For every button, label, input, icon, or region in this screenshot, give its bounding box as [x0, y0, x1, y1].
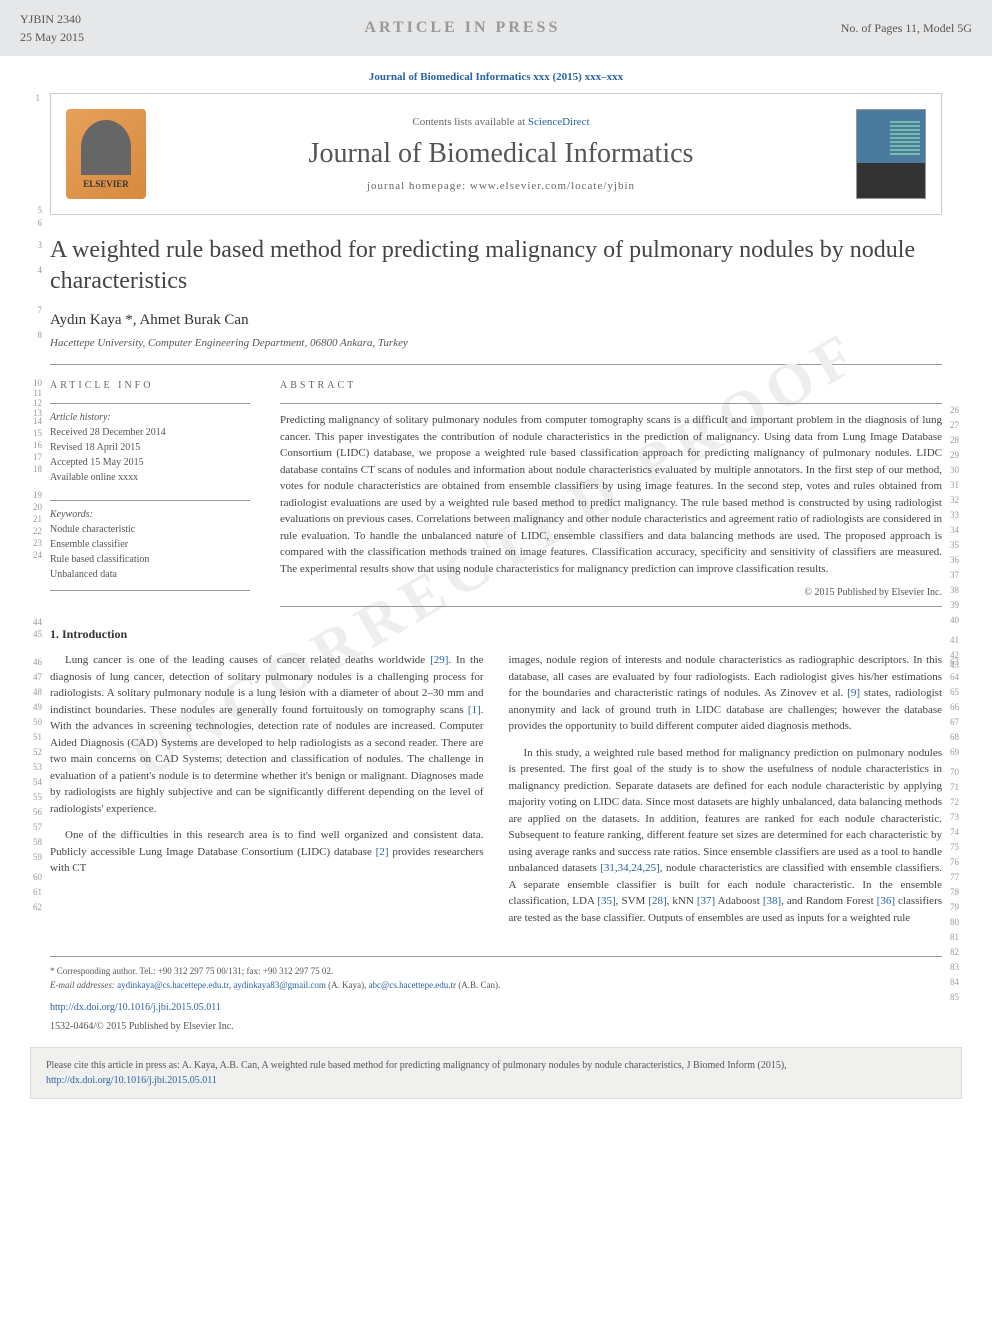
accepted-date: Accepted 15 May 2015 — [50, 455, 250, 470]
issn-line: 1532-0464/© 2015 Published by Elsevier I… — [50, 1021, 942, 1032]
ref-9[interactable]: [9] — [847, 687, 860, 699]
authors: Aydın Kaya *, Ahmet Burak Can — [50, 312, 942, 329]
ref-multi[interactable]: [31,34,24,25] — [600, 862, 660, 874]
doi-line: http://dx.doi.org/10.1016/j.jbi.2015.05.… — [50, 1002, 942, 1013]
keyword-2: Rule based classification — [50, 552, 250, 567]
citation-box: Please cite this article in press as: A.… — [30, 1047, 962, 1099]
elsevier-tree-icon — [81, 120, 131, 175]
intro-p4: In this study, a weighted rule based met… — [509, 745, 943, 927]
intro-p3: images, nodule region of interests and n… — [509, 652, 943, 735]
body-column-right: images, nodule region of interests and n… — [509, 652, 943, 936]
ref-35[interactable]: [35] — [597, 895, 615, 907]
article-info-column: ARTICLE INFO Article history: Received 2… — [50, 380, 250, 607]
title-section: 5 6 3 4 7 8 A weighted rule based method… — [50, 235, 942, 349]
journal-citation: Journal of Biomedical Informatics xxx (2… — [0, 71, 992, 83]
elsevier-logo: ELSEVIER — [66, 109, 146, 199]
available-date: Available online xxxx — [50, 470, 250, 485]
keyword-1: Ensemble classifier — [50, 537, 250, 552]
footnote-section: * Corresponding author. Tel.: +90 312 29… — [50, 956, 942, 992]
journal-header-center: Contents lists available at ScienceDirec… — [166, 116, 836, 192]
email-line: E-mail addresses: aydinkaya@cs.hacettepe… — [50, 979, 942, 993]
email-link-1[interactable]: aydinkaya@cs.hacettepe.edu.tr — [117, 980, 229, 990]
contents-line: Contents lists available at ScienceDirec… — [166, 116, 836, 128]
ref-37[interactable]: [37] — [697, 895, 715, 907]
corresponding-author: * Corresponding author. Tel.: +90 312 29… — [50, 965, 942, 979]
ref-36[interactable]: [36] — [877, 895, 895, 907]
article-in-press-banner: ARTICLE IN PRESS — [364, 19, 560, 37]
body-columns: Lung cancer is one of the leading causes… — [50, 652, 942, 936]
ref-38[interactable]: [38] — [763, 895, 781, 907]
info-abstract-row: 10 11 12 13 14 15 16 17 18 19 20 21 22 2… — [50, 380, 942, 607]
revised-date: Revised 18 April 2015 — [50, 440, 250, 455]
keyword-3: Unbalanced data — [50, 567, 250, 582]
history-label: Article history: — [50, 412, 250, 423]
keywords-label: Keywords: — [50, 509, 250, 520]
manuscript-id: YJBIN 2340 — [20, 10, 84, 28]
manuscript-info: YJBIN 2340 25 May 2015 — [20, 10, 84, 46]
abstract-text: Predicting malignancy of solitary pulmon… — [280, 412, 942, 577]
header-banner: YJBIN 2340 25 May 2015 ARTICLE IN PRESS … — [0, 0, 992, 56]
abstract-column: ABSTRACT Predicting malignancy of solita… — [280, 380, 942, 607]
sciencedirect-link[interactable]: ScienceDirect — [528, 116, 590, 128]
ref-29[interactable]: [29] — [430, 654, 448, 666]
received-date: Received 28 December 2014 — [50, 425, 250, 440]
journal-name: Journal of Biomedical Informatics — [166, 138, 836, 170]
affiliation: Hacettepe University, Computer Engineeri… — [50, 337, 942, 349]
email-link-3[interactable]: abc@cs.hacettepe.edu.tr — [369, 980, 457, 990]
article-info-heading: ARTICLE INFO — [50, 380, 250, 391]
journal-cover-thumbnail — [856, 109, 926, 199]
journal-homepage: journal homepage: www.elsevier.com/locat… — [166, 180, 836, 192]
ref-1[interactable]: [1] — [468, 704, 481, 716]
abstract-heading: ABSTRACT — [280, 380, 942, 391]
divider — [50, 364, 942, 365]
journal-header-box: ELSEVIER Contents lists available at Sci… — [50, 93, 942, 215]
citation-doi-link[interactable]: http://dx.doi.org/10.1016/j.jbi.2015.05.… — [46, 1075, 217, 1086]
email-link-2[interactable]: aydinkaya83@gmail.com — [233, 980, 326, 990]
ref-2[interactable]: [2] — [376, 846, 389, 858]
article-title: A weighted rule based method for predict… — [50, 235, 942, 297]
introduction-heading: 1. Introduction — [50, 627, 942, 642]
keyword-0: Nodule characteristic — [50, 522, 250, 537]
publisher-name: ELSEVIER — [83, 179, 129, 189]
body-section: 44 45 46 47 48 49 50 51 52 53 54 55 56 5… — [50, 627, 942, 936]
intro-p1: Lung cancer is one of the leading causes… — [50, 652, 484, 817]
body-column-left: Lung cancer is one of the leading causes… — [50, 652, 484, 936]
intro-p2: One of the difficulties in this research… — [50, 827, 484, 877]
ref-28[interactable]: [28] — [648, 895, 666, 907]
pages-model: No. of Pages 11, Model 5G — [841, 21, 972, 36]
doi-link[interactable]: http://dx.doi.org/10.1016/j.jbi.2015.05.… — [50, 1002, 221, 1013]
copyright: © 2015 Published by Elsevier Inc. — [280, 587, 942, 598]
manuscript-date: 25 May 2015 — [20, 28, 84, 46]
